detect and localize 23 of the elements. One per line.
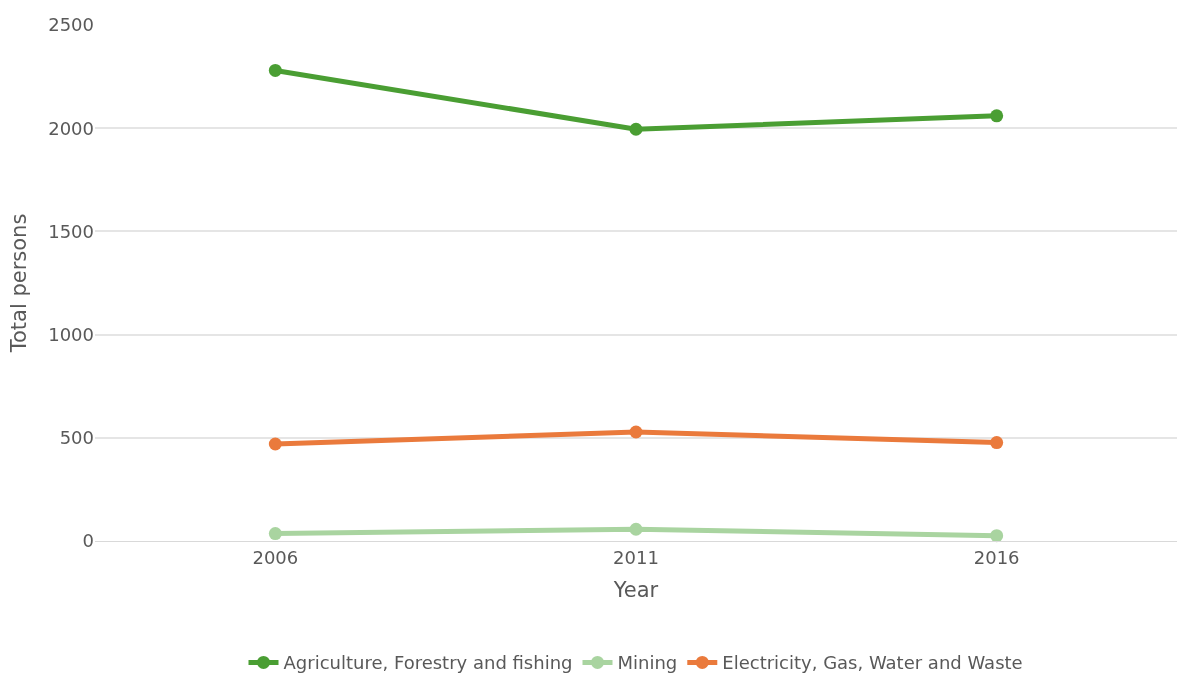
point: [990, 529, 1004, 543]
legend-label: Electricity, Gas, Water and Waste: [722, 652, 1023, 674]
legend-label: Agriculture, Forestry and fishing: [283, 652, 573, 674]
point: [268, 527, 282, 541]
x-tick-label: 2011: [613, 546, 659, 568]
point: [268, 63, 282, 77]
legend-label: Mining: [617, 652, 678, 674]
y-tick-label: 2000: [48, 117, 94, 139]
y-axis-title: Total persons: [7, 213, 32, 354]
point: [268, 437, 282, 451]
y-tick-label: 0: [82, 530, 94, 552]
y-tick-label: 500: [59, 427, 94, 449]
point: [990, 109, 1004, 123]
point: [990, 436, 1004, 450]
point: [629, 522, 643, 536]
y-tick-label: 1000: [48, 323, 94, 345]
point: [629, 122, 643, 136]
point: [629, 425, 643, 439]
y-tick-label: 2500: [48, 14, 94, 36]
x-axis-title: Year: [612, 577, 659, 602]
y-tick-label: 1500: [48, 220, 94, 242]
x-tick-label: 2016: [973, 546, 1020, 568]
x-tick-label: 2006: [252, 546, 299, 568]
